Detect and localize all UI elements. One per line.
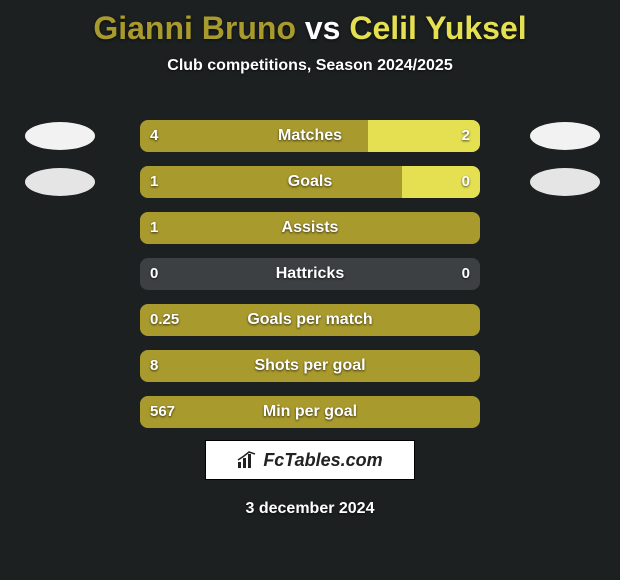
vs-text: vs <box>305 10 341 46</box>
date-text: 3 december 2024 <box>0 500 620 518</box>
stat-bar-track <box>140 258 480 290</box>
stat-bar-player1 <box>140 120 368 152</box>
stat-row: Shots per goal8 <box>0 350 620 396</box>
stat-row: Goals10 <box>0 166 620 212</box>
player1-name: Gianni Bruno <box>93 10 296 46</box>
club-emblem <box>25 122 95 150</box>
stat-bar-player1 <box>140 166 402 198</box>
stats-area: Matches42Goals10Assists1Hattricks00Goals… <box>0 120 620 442</box>
branding-badge[interactable]: FcTables.com <box>205 440 415 480</box>
page-title: Gianni Bruno vs Celil Yuksel <box>0 0 620 47</box>
subtitle: Club competitions, Season 2024/2025 <box>0 57 620 75</box>
stat-row: Goals per match0.25 <box>0 304 620 350</box>
stat-bar-player1 <box>140 350 480 382</box>
stat-row: Hattricks00 <box>0 258 620 304</box>
stat-row: Assists1 <box>0 212 620 258</box>
stat-bar-player1 <box>140 304 480 336</box>
stat-row: Min per goal567 <box>0 396 620 442</box>
stat-bar-track <box>140 212 480 244</box>
club-emblem <box>530 122 600 150</box>
stat-bar-player1 <box>140 212 480 244</box>
stat-bar-player2 <box>402 166 480 198</box>
club-emblem <box>530 168 600 196</box>
stat-row: Matches42 <box>0 120 620 166</box>
player2-name: Celil Yuksel <box>349 10 526 46</box>
stat-bar-track <box>140 396 480 428</box>
stat-bar-track <box>140 120 480 152</box>
club-emblem <box>25 168 95 196</box>
stat-bar-track <box>140 304 480 336</box>
stat-bar-track <box>140 166 480 198</box>
branding-text: FcTables.com <box>263 450 382 471</box>
chart-icon <box>237 451 257 469</box>
stat-bar-player2 <box>368 120 480 152</box>
stat-bar-player1 <box>140 396 480 428</box>
stat-bar-track <box>140 350 480 382</box>
